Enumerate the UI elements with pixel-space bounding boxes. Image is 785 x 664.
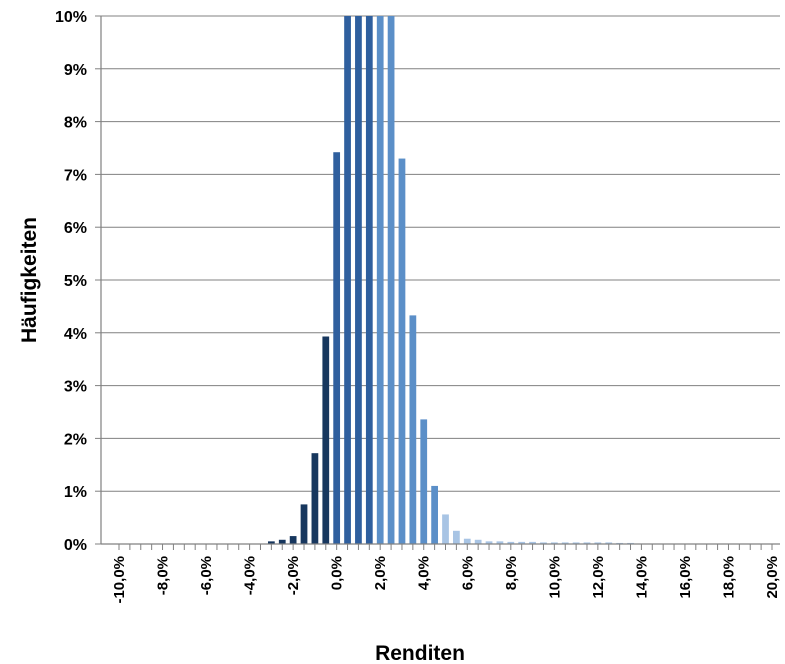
histogram-bar xyxy=(605,542,613,544)
histogram-bar xyxy=(267,541,275,544)
histogram-bar xyxy=(442,514,449,544)
histogram-bar xyxy=(583,542,591,544)
histogram-bar xyxy=(431,485,438,544)
histogram-bar xyxy=(572,542,580,544)
histogram-bar xyxy=(485,541,493,544)
histogram-bar xyxy=(344,16,351,544)
histogram-bar xyxy=(540,542,547,544)
histogram-bar xyxy=(387,16,395,544)
y-axis-title: Häufigkeiten xyxy=(18,217,41,343)
x-tick-label: 20,0% xyxy=(764,556,781,599)
histogram-bar xyxy=(376,16,384,544)
histogram-bar xyxy=(398,158,406,544)
x-tick-labels: -10,0% -8,0% -6,0% -4,0% -2,0% 0,0% 2,0% 4,0% 6,… xyxy=(111,556,781,604)
y-tick-label: 5% xyxy=(64,273,87,290)
x-tick-label: 16,0% xyxy=(677,556,694,599)
x-tick-label: 18,0% xyxy=(721,556,738,599)
x-tick-label: 10,0% xyxy=(546,556,563,599)
bars xyxy=(267,16,634,544)
y-tick-label: 1% xyxy=(64,484,87,501)
histogram-bar xyxy=(420,419,428,544)
x-tick-label: -6,0% xyxy=(198,556,215,595)
histogram-bar xyxy=(518,541,526,544)
histogram-bar xyxy=(550,542,558,544)
histogram-bar xyxy=(594,542,602,544)
histogram-bar xyxy=(355,16,362,544)
y-tick-label: 2% xyxy=(64,431,87,448)
histogram-bar xyxy=(322,336,330,544)
y-tick-labels: 0% 1% 2% 3% 4% 5% 6% 7% 8% 9% 10% xyxy=(55,9,87,554)
x-axis-title: Renditen xyxy=(375,642,465,664)
x-tick-label: 0,0% xyxy=(329,556,346,590)
y-tick-label: 9% xyxy=(64,62,87,79)
histogram-bar xyxy=(474,539,482,544)
x-tick-label: -4,0% xyxy=(242,556,259,595)
y-tick-label: 10% xyxy=(55,9,87,26)
y-tick-label: 6% xyxy=(64,220,87,237)
histogram-bar xyxy=(300,504,308,544)
histogram-bar xyxy=(333,152,341,544)
histogram-bar xyxy=(278,539,286,544)
y-tick-label: 3% xyxy=(64,379,87,396)
x-tick-label: 4,0% xyxy=(416,556,433,590)
x-tick-label: -10,0% xyxy=(111,556,128,604)
x-tick-label: 14,0% xyxy=(633,556,650,599)
y-tick-label: 7% xyxy=(64,167,87,184)
histogram-bar xyxy=(496,541,504,544)
y-tick-label: 0% xyxy=(64,537,87,554)
histogram-bar xyxy=(409,315,417,544)
x-tick-label: -2,0% xyxy=(285,556,302,595)
histogram-bar xyxy=(453,530,460,544)
x-tick-label: 6,0% xyxy=(459,556,476,590)
axes xyxy=(95,15,780,550)
histogram-bar xyxy=(507,541,515,544)
histogram-bar xyxy=(529,541,536,544)
histogram-bar xyxy=(365,16,373,544)
y-tick-label: 4% xyxy=(64,326,87,343)
x-tick-label: 2,0% xyxy=(372,556,389,590)
histogram-bar xyxy=(561,542,569,544)
x-tick-label: 12,0% xyxy=(590,556,607,599)
x-tick-label: 8,0% xyxy=(503,556,520,590)
x-tick-label: -8,0% xyxy=(155,556,172,595)
grid-lines xyxy=(101,15,780,492)
y-tick-label: 8% xyxy=(64,115,87,132)
histogram-bar xyxy=(463,538,471,544)
histogram-bar xyxy=(311,453,319,544)
histogram-bar xyxy=(289,536,297,544)
